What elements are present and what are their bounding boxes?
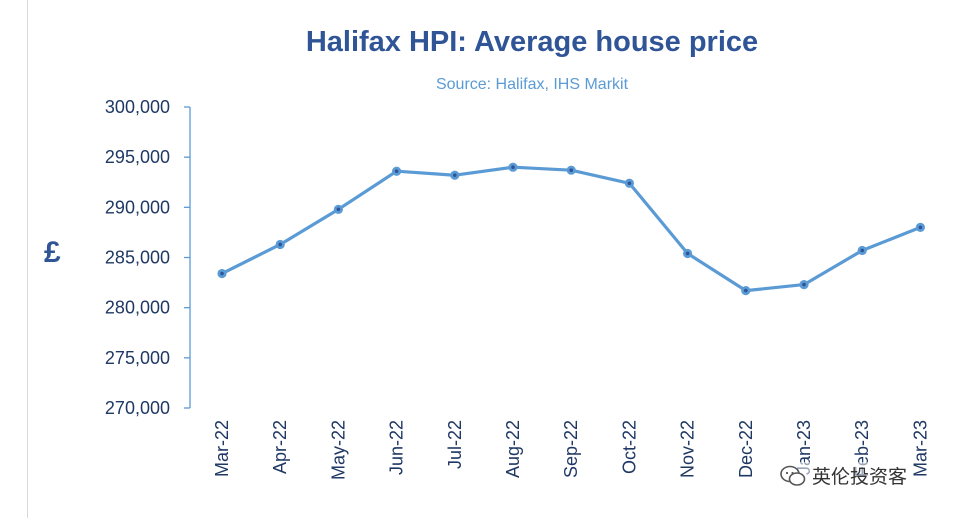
y-axis-label: £: [44, 236, 61, 269]
y-tick-label: 295,000: [105, 147, 170, 167]
left-border: [27, 0, 28, 518]
watermark: 英伦投资客: [776, 462, 912, 489]
x-tick-label: Oct-22: [619, 420, 639, 474]
x-tick-label: Jul-22: [445, 420, 465, 469]
wechat-bubble-icon: [780, 465, 806, 486]
data-point-center: [802, 282, 806, 287]
x-tick-label: Mar-22: [212, 420, 232, 477]
data-point-center: [685, 251, 690, 256]
data-point-center: [569, 168, 573, 173]
chart-subtitle: Source: Halifax, IHS Markit: [435, 76, 629, 93]
x-tick-label: Dec-22: [736, 420, 756, 478]
chart-title: Halifax HPI: Average house price: [305, 26, 759, 58]
data-point-center: [336, 207, 341, 212]
data-point-center: [220, 271, 224, 276]
y-tick-label: 285,000: [105, 248, 170, 268]
y-tick-label: 275,000: [105, 348, 170, 368]
y-tick-label: 270,000: [105, 398, 170, 418]
data-point-center: [918, 225, 923, 230]
x-tick-label: Jun-22: [387, 420, 407, 475]
data-point-center: [860, 248, 864, 253]
y-tick-label: 290,000: [105, 197, 170, 217]
data-point-center: [278, 242, 283, 247]
y-tick-label: 280,000: [105, 298, 170, 318]
series-line: [220, 165, 923, 293]
data-point-center: [627, 181, 632, 186]
x-tick-label: Nov-22: [678, 420, 698, 478]
data-point-center: [744, 288, 748, 293]
data-point-center: [394, 169, 399, 174]
data-point-center: [453, 173, 457, 178]
x-tick-label: Sep-22: [561, 420, 581, 478]
x-tick-label: Jan-23: [794, 420, 814, 475]
x-tick-label: May-22: [328, 420, 348, 480]
data-point-center: [511, 165, 515, 169]
x-tick-label: Mar-23: [910, 420, 930, 477]
watermark-text: 英伦投资客: [812, 467, 908, 488]
y-tick-label: 300,000: [105, 97, 170, 117]
x-tick-label: Aug-22: [503, 420, 523, 478]
x-tick-label: Apr-22: [270, 420, 290, 474]
